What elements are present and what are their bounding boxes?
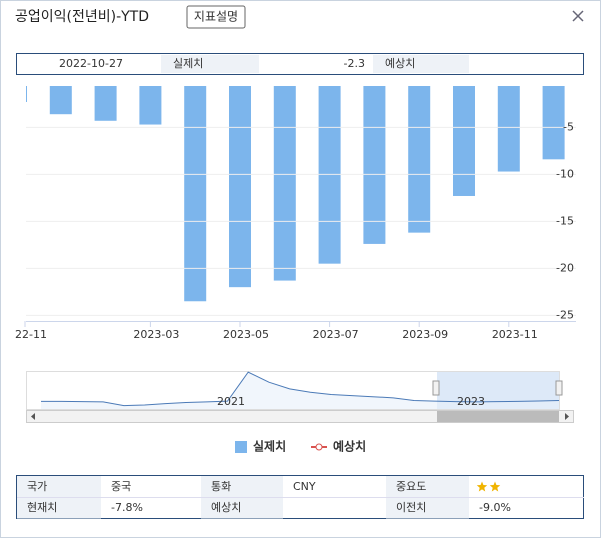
- cell: -7.8%: [111, 501, 143, 514]
- label: 실제치: [173, 57, 203, 70]
- label-cell: [17, 476, 101, 497]
- nav-line: [41, 371, 560, 407]
- scroll-arrow: [565, 413, 569, 420]
- label-cell: [386, 476, 469, 497]
- bar: [453, 86, 475, 196]
- star: [476, 481, 488, 492]
- close[interactable]: [572, 10, 584, 22]
- nav-handle[interactable]: [432, 380, 440, 396]
- x-tick-label: 2023-05: [223, 328, 269, 341]
- nav-handle[interactable]: [555, 380, 563, 396]
- bar: [363, 86, 386, 244]
- bar: [542, 86, 565, 160]
- legend-label: 실제치: [253, 439, 286, 454]
- nav-label: 2021: [217, 395, 245, 408]
- label: 예상치: [385, 57, 415, 70]
- bar: [26, 86, 27, 102]
- x-tick-label: 2023-03: [133, 328, 179, 341]
- bar: [49, 86, 72, 115]
- cell: 예상치: [211, 501, 241, 514]
- bar: [184, 86, 207, 302]
- cell: 중요도: [396, 480, 426, 493]
- label-cell: [201, 497, 283, 519]
- y-tick-label: -25: [556, 308, 574, 321]
- bar: [273, 86, 296, 281]
- x-tick-label: 2023-07: [313, 328, 359, 341]
- cell: 국가: [27, 480, 47, 493]
- nav-label: 2023: [457, 395, 485, 408]
- y-tick-label: -5: [563, 120, 574, 133]
- y-tick-label: -10: [556, 167, 574, 180]
- y-tick-label: -15: [556, 214, 574, 227]
- x-tick-label: 2023-11: [492, 328, 538, 341]
- cell: 중국: [111, 480, 131, 493]
- cell: 현재치: [27, 501, 57, 514]
- label-cell: [201, 476, 283, 497]
- x-tick-label: 22-11: [15, 328, 47, 341]
- title: 공업이익(전년비)-YTD: [15, 9, 149, 25]
- bar: [408, 86, 431, 233]
- button-label[interactable]: 지표설명: [194, 10, 238, 24]
- x-tick-label: 2023-09: [402, 328, 448, 341]
- legend-swatch: [315, 443, 323, 451]
- legend-label: 예상치: [333, 439, 366, 454]
- scroll-arrow: [31, 413, 35, 420]
- cell: CNY: [293, 480, 316, 493]
- cell: 통화: [211, 480, 231, 493]
- cell: [161, 55, 259, 73]
- star: [489, 481, 501, 492]
- cell: -9.0%: [479, 501, 511, 514]
- bar: [94, 86, 117, 121]
- bar: [497, 86, 520, 172]
- y-tick-label: -20: [556, 261, 574, 274]
- date: 2022-10-27: [59, 57, 123, 70]
- bar: [139, 86, 162, 125]
- legend-swatch: [235, 441, 247, 453]
- label-cell: [386, 497, 469, 519]
- label-cell: [17, 497, 101, 519]
- scrollbar[interactable]: [26, 410, 574, 423]
- button[interactable]: [186, 5, 246, 29]
- cell: 이전치: [396, 501, 426, 514]
- scroll-thumb[interactable]: [437, 411, 559, 422]
- bar: [229, 86, 251, 288]
- value: -2.3: [344, 57, 365, 70]
- cell: [373, 55, 469, 73]
